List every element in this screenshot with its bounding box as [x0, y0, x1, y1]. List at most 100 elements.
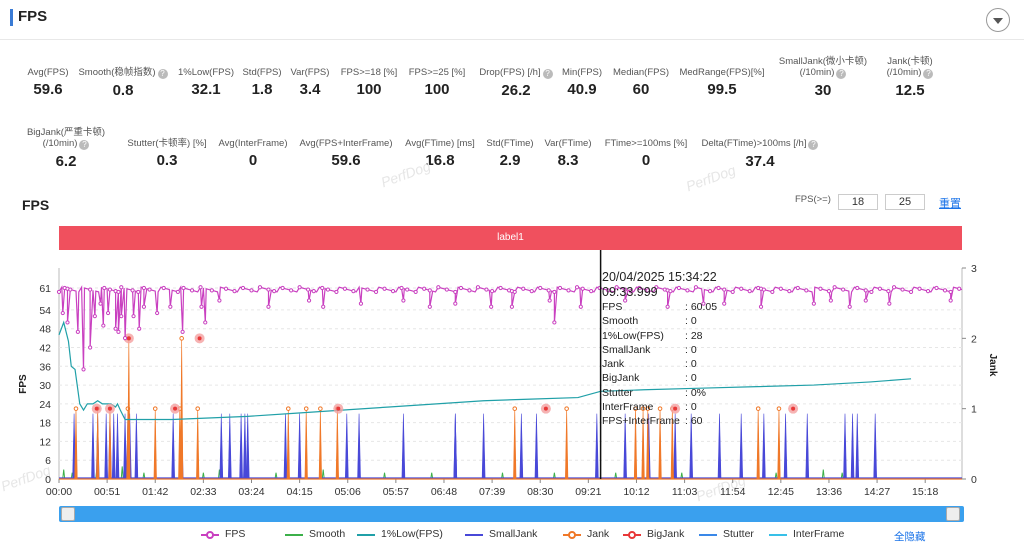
- smalljank-spike: [401, 413, 406, 480]
- tooltip-row: FPS+InterFrame: 60: [602, 414, 752, 428]
- smalljank-spike: [855, 413, 860, 480]
- bigjank-marker: [543, 406, 548, 411]
- fps-point: [716, 285, 721, 291]
- fps-point: [175, 289, 180, 295]
- metric-label: FPS>=18 [%]: [340, 67, 398, 78]
- fps-point: [693, 285, 699, 290]
- y-tick-label: 30: [39, 380, 51, 392]
- fps-point: [60, 310, 65, 316]
- metric-value: 0: [248, 152, 258, 169]
- fps-point: [272, 289, 277, 294]
- fps-point: [498, 285, 503, 291]
- fps-point: [116, 329, 121, 334]
- y2-tick-label: 2: [971, 333, 977, 345]
- help-icon[interactable]: ?: [923, 69, 934, 79]
- tooltip-key: Jank: [602, 358, 625, 371]
- x-tick-label: 08:30: [527, 486, 553, 498]
- y-tick-label: 54: [39, 305, 51, 317]
- fps-point: [891, 285, 897, 290]
- metric-label: Min(FPS): [561, 67, 603, 78]
- help-icon[interactable]: ?: [79, 140, 90, 150]
- fps-point: [948, 298, 953, 303]
- fps-point: [113, 326, 118, 331]
- jank-point: [657, 406, 663, 411]
- jank-spike: [756, 408, 760, 480]
- fps-point: [382, 286, 387, 291]
- fps-point: [606, 288, 611, 293]
- label-bar[interactable]: label1: [59, 226, 962, 250]
- tooltip-value: : 28: [685, 329, 703, 342]
- y-tick-label: 18: [39, 418, 51, 430]
- fps-point: [730, 289, 735, 295]
- smalljank-spike: [453, 413, 458, 480]
- help-icon[interactable]: ?: [808, 140, 819, 150]
- smalljank-spike: [481, 413, 486, 480]
- y-tick-label: 24: [39, 399, 51, 411]
- help-icon[interactable]: ?: [836, 69, 847, 79]
- fps-threshold-label: FPS(>=): [795, 194, 831, 205]
- metric-metrics_row1-1: Smooth(稳帧指数)? 0.8: [48, 67, 198, 99]
- fps-point: [552, 320, 557, 325]
- fps-point: [948, 289, 953, 295]
- fps-point: [161, 285, 166, 291]
- y-tick-label: 0: [45, 474, 51, 486]
- jank-spike: [318, 408, 322, 480]
- jank-point: [564, 406, 569, 411]
- help-icon[interactable]: ?: [157, 69, 168, 79]
- tooltip-key: BigJank: [602, 372, 640, 385]
- metric-label: SmallJank(微小卡顿) (/10min)?: [778, 56, 868, 79]
- fps-point: [811, 301, 816, 306]
- fps-threshold-input-2[interactable]: [885, 194, 925, 210]
- bigjank-marker: [94, 406, 99, 411]
- metric-metrics_row1-5: FPS>=18 [%] 100: [294, 67, 444, 98]
- tooltip-row: 1%Low(FPS): 28: [602, 329, 752, 343]
- fps-point: [122, 335, 128, 341]
- smalljank-spike: [111, 413, 116, 480]
- smalljank-spike: [134, 413, 139, 480]
- metric-label: MedRange(FPS)[%]: [679, 67, 765, 78]
- fps-point: [181, 285, 186, 291]
- chart-tooltip: 20/04/2025 15:34:22 09:33.999 FPS: 60.05…: [602, 270, 752, 429]
- fps-point: [147, 287, 152, 292]
- fps-point: [578, 304, 583, 309]
- slider-handle-right[interactable]: [946, 507, 960, 521]
- fps-point: [877, 286, 883, 291]
- smalljank-spike: [850, 413, 855, 480]
- section-header: FPS: [0, 0, 1024, 40]
- metric-value: 26.2: [501, 82, 531, 99]
- hide-all-link[interactable]: 全隐藏: [894, 531, 926, 543]
- jank-point: [195, 406, 201, 411]
- help-icon[interactable]: ?: [542, 69, 553, 79]
- collapse-button[interactable]: [986, 8, 1010, 32]
- tooltip-row: Jank: 0: [602, 357, 752, 371]
- series-1pct-low: [58, 320, 912, 421]
- slider-handle-left[interactable]: [61, 507, 75, 521]
- fps-point: [413, 289, 418, 295]
- y2-tick-label: 1: [971, 404, 977, 416]
- reset-link[interactable]: 重置: [939, 198, 961, 210]
- fps-point: [373, 289, 379, 295]
- metric-metrics_row1-9: Median(FPS) 60: [566, 67, 716, 98]
- fps-threshold-input-1[interactable]: [838, 194, 878, 210]
- x-tick-label: 14:27: [864, 486, 890, 498]
- zoom-slider[interactable]: [59, 506, 964, 522]
- fps-point: [107, 287, 113, 292]
- legend-label: BigJank: [647, 528, 685, 540]
- legend-swatch: [769, 534, 787, 536]
- metric-metrics_row1-12: Jank(卡顿) (/10min)? 12.5: [835, 56, 985, 99]
- fps-point: [701, 301, 706, 306]
- fps-point: [320, 285, 325, 291]
- tooltip-subtime: 09:33.999: [602, 285, 658, 299]
- legend-marker: [628, 531, 636, 539]
- metric-metrics_row2-8: Delta(FTime)>100ms [/h]? 37.4: [685, 138, 835, 170]
- fps-point: [105, 310, 111, 316]
- tooltip-row: BigJank: 0: [602, 371, 752, 385]
- jank-point: [645, 406, 651, 411]
- fps-point: [722, 287, 727, 292]
- smalljank-spike: [283, 413, 288, 480]
- jank-point: [152, 406, 158, 411]
- metric-value: 3.4: [299, 81, 321, 98]
- x-tick-label: 11:54: [720, 486, 746, 498]
- fps-point: [141, 285, 147, 291]
